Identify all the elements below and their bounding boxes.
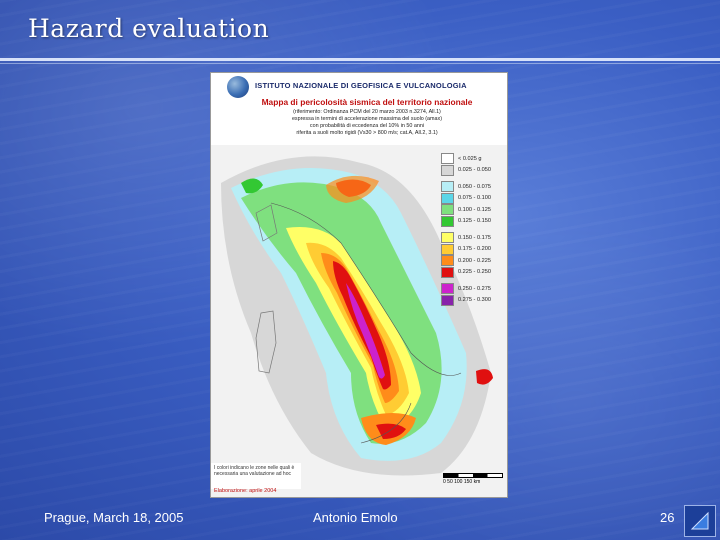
- legend-item: 0.175 - 0.200: [441, 243, 505, 256]
- legend-item: 0.075 - 0.100: [441, 192, 505, 205]
- slide-number: 26: [660, 510, 675, 525]
- legend-label: 0.175 - 0.200: [458, 246, 491, 253]
- slide-title: Hazard evaluation: [28, 14, 270, 43]
- map-footnote-box: [211, 463, 301, 489]
- legend-item: 0.225 - 0.250: [441, 266, 505, 279]
- map-subtitle-line: riferita a suoli molto rigidi (Vs30 > 80…: [296, 130, 438, 136]
- map-subtitle-line: espressa in termini di accelerazione mas…: [291, 116, 443, 122]
- footer-author: Antonio Emolo: [313, 510, 398, 525]
- legend-label: 0.025 - 0.050: [458, 167, 491, 174]
- legend-label: 0.125 - 0.150: [458, 218, 491, 225]
- title-divider: [0, 58, 720, 61]
- legend-swatch: [441, 164, 454, 176]
- scale-bar-graphic: [443, 473, 503, 478]
- legend-swatch: [441, 294, 454, 306]
- seismic-hazard-map: ISTITUTO NAZIONALE DI GEOFISICA E VULCAN…: [210, 72, 508, 498]
- legend-swatch: [441, 232, 454, 244]
- next-slide-icon[interactable]: [684, 505, 716, 537]
- legend-item: 0.275 - 0.300: [441, 294, 505, 307]
- scale-label: 0 50 100 150 km: [443, 479, 481, 485]
- legend-label: 0.100 - 0.125: [458, 206, 491, 213]
- legend-item: 0.050 - 0.075: [441, 181, 505, 193]
- legend-label: 0.150 - 0.175: [458, 234, 491, 241]
- title-divider-thin: [0, 63, 720, 64]
- triangle-icon: [690, 511, 709, 530]
- legend-swatch: [441, 283, 454, 295]
- legend-item: < 0.025 g: [441, 153, 505, 165]
- legend-item: 0.125 - 0.150: [441, 215, 505, 228]
- legend-swatch: [441, 255, 454, 267]
- legend-label: 0.225 - 0.250: [458, 269, 491, 276]
- scale-bar: 0 50 100 150 km: [443, 473, 503, 485]
- legend-swatch: [441, 153, 454, 165]
- map-subtitle-line: (riferimento: Ordinanza PCM del 20 marzo…: [293, 109, 441, 115]
- italy-hazard-map-graphic: [211, 145, 507, 497]
- legend-swatch: [441, 192, 454, 204]
- map-heading: Mappa di pericolosità sismica del territ…: [261, 97, 473, 107]
- legend-swatch: [441, 181, 454, 193]
- map-subtitle-line: con probabilità di eccedenza del 10% in …: [309, 123, 425, 129]
- legend-item: 0.100 - 0.125: [441, 204, 505, 216]
- legend-label: 0.275 - 0.300: [458, 297, 491, 304]
- legend-item: 0.150 - 0.175: [441, 232, 505, 244]
- legend-item: 0.025 - 0.050: [441, 164, 505, 177]
- legend-label: 0.050 - 0.075: [458, 183, 491, 190]
- footer-date: Prague, March 18, 2005: [44, 510, 184, 525]
- map-footnote: I colori indicano le zone nelle quali è …: [214, 465, 295, 477]
- legend-item: 0.250 - 0.275: [441, 283, 505, 295]
- legend-item: 0.200 - 0.225: [441, 255, 505, 267]
- legend-swatch: [441, 204, 454, 216]
- legend-swatch: [441, 266, 454, 278]
- hazard-legend: < 0.025 g 0.025 - 0.050 0.050 - 0.075 0.…: [441, 153, 505, 306]
- legend-swatch: [441, 243, 454, 255]
- legend-label: < 0.025 g: [458, 155, 482, 162]
- legend-label: 0.250 - 0.275: [458, 285, 491, 292]
- legend-label: 0.075 - 0.100: [458, 195, 491, 202]
- legend-swatch: [441, 215, 454, 227]
- map-header: ISTITUTO NAZIONALE DI GEOFISICA E VULCAN…: [211, 73, 507, 145]
- legend-label: 0.200 - 0.225: [458, 257, 491, 264]
- map-credit: Elaborazione: aprile 2004: [214, 488, 277, 494]
- globe-logo-icon: [227, 76, 249, 98]
- institute-name: ISTITUTO NAZIONALE DI GEOFISICA E VULCAN…: [255, 81, 467, 90]
